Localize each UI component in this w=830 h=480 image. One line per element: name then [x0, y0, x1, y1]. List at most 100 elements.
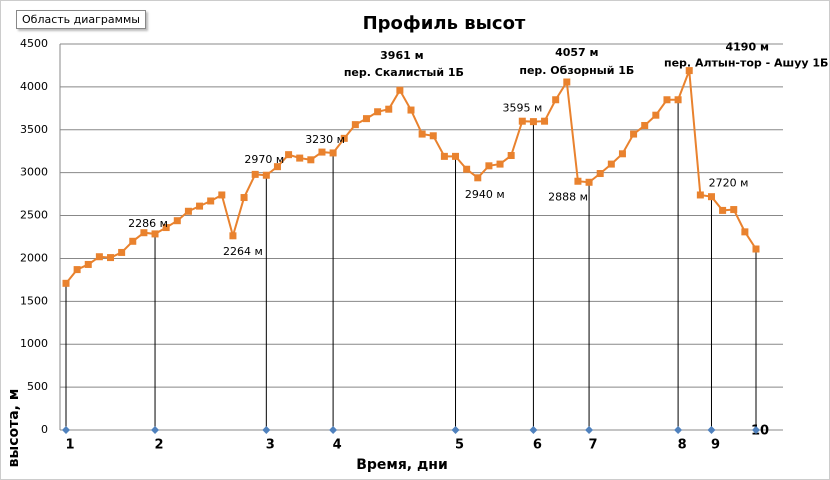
y-tick-label: 4500: [20, 37, 48, 50]
point-marker: [73, 266, 81, 274]
point-marker: [463, 165, 471, 173]
point-marker: [707, 193, 715, 201]
annotation: пер. Алтын-тор - Ашуу 1Б: [664, 57, 828, 70]
point-marker: [652, 111, 660, 119]
point-marker: [273, 163, 281, 171]
point-marker: [529, 118, 537, 126]
point-marker: [674, 96, 682, 104]
x-axis-label: Время, дни: [356, 457, 448, 473]
point-marker: [552, 96, 560, 104]
point-marker: [62, 279, 70, 287]
point-marker: [262, 171, 270, 179]
point-marker: [585, 178, 593, 186]
x-tick-label: 5: [455, 438, 464, 453]
data-label: 4190 м: [726, 41, 769, 54]
point-marker: [118, 248, 126, 256]
point-marker: [151, 230, 159, 238]
point-marker: [62, 426, 70, 434]
point-marker: [574, 177, 582, 185]
point-marker: [429, 132, 437, 140]
data-label: 3230 м: [305, 133, 345, 146]
point-marker: [329, 149, 337, 157]
point-marker: [596, 170, 604, 178]
x-tick-label: 9: [711, 438, 720, 453]
y-tick-label: 3000: [20, 166, 48, 179]
data-label: 3961 м: [380, 49, 423, 62]
chart-tooltip[interactable]: Область диаграммы: [16, 10, 146, 29]
y-tick-label: 1000: [20, 337, 48, 350]
point-marker: [752, 426, 760, 434]
point-marker: [107, 254, 115, 262]
point-marker: [173, 217, 181, 225]
point-marker: [641, 121, 649, 129]
point-marker: [374, 108, 382, 116]
point-marker: [518, 117, 526, 125]
y-tick-label: 2000: [20, 251, 48, 264]
data-label: 2970 м: [244, 153, 284, 166]
point-marker: [240, 194, 248, 202]
point-marker: [184, 207, 192, 215]
point-marker: [329, 426, 338, 434]
point-marker: [296, 154, 304, 162]
point-marker: [207, 197, 215, 205]
point-marker: [385, 105, 393, 113]
point-marker: [285, 151, 293, 159]
point-marker: [129, 237, 137, 245]
x-tick-label: 6: [533, 438, 542, 453]
y-axis-label: высота, м: [6, 389, 22, 468]
x-tick-label: 7: [589, 438, 598, 453]
point-marker: [541, 117, 549, 125]
point-marker: [685, 67, 693, 75]
y-tick-label: 1500: [20, 294, 48, 307]
data-label: 2720 м: [709, 177, 749, 190]
point-marker: [663, 96, 671, 104]
data-label: 2286 м: [128, 217, 168, 230]
point-marker: [452, 152, 460, 160]
point-marker: [262, 426, 271, 434]
point-marker: [407, 106, 415, 114]
point-marker: [585, 426, 594, 434]
x-tick-label: 4: [333, 438, 342, 453]
point-marker: [196, 202, 204, 210]
y-tick-label: 0: [41, 423, 48, 436]
point-marker: [151, 426, 160, 434]
point-marker: [218, 191, 226, 199]
point-marker: [95, 253, 103, 261]
y-tick-label: 4000: [20, 80, 48, 93]
point-marker: [451, 426, 460, 434]
point-marker: [707, 426, 716, 434]
chart-title: Профиль высот: [363, 13, 526, 34]
x-tick-label: 2: [155, 438, 164, 453]
annotation: пер. Скалистый 1Б: [344, 66, 464, 79]
point-marker: [607, 160, 615, 168]
x-tick-label: 3: [266, 438, 275, 453]
point-marker: [674, 426, 683, 434]
y-tick-label: 3500: [20, 123, 48, 136]
point-marker: [351, 121, 359, 129]
point-marker: [318, 148, 326, 156]
point-marker: [529, 426, 538, 434]
data-label: 2940 м: [465, 188, 505, 201]
data-label: 2888 м: [548, 190, 588, 203]
point-marker: [496, 160, 504, 168]
y-tick-label: 500: [27, 380, 48, 393]
y-tick-label: 2500: [20, 209, 48, 222]
point-marker: [696, 191, 704, 199]
x-tick-label: 1: [65, 438, 74, 453]
point-marker: [84, 260, 92, 268]
point-marker: [485, 162, 493, 170]
point-marker: [618, 150, 626, 158]
data-label: 2264 м: [223, 245, 263, 258]
data-label: 3595 м: [503, 102, 543, 115]
point-marker: [340, 134, 348, 142]
point-marker: [396, 86, 404, 94]
data-label: 4057 м: [555, 46, 598, 59]
point-marker: [307, 156, 315, 164]
point-marker: [730, 206, 738, 214]
point-marker: [507, 152, 515, 160]
annotation: пер. Обзорный 1Б: [519, 64, 634, 77]
point-marker: [440, 152, 448, 160]
